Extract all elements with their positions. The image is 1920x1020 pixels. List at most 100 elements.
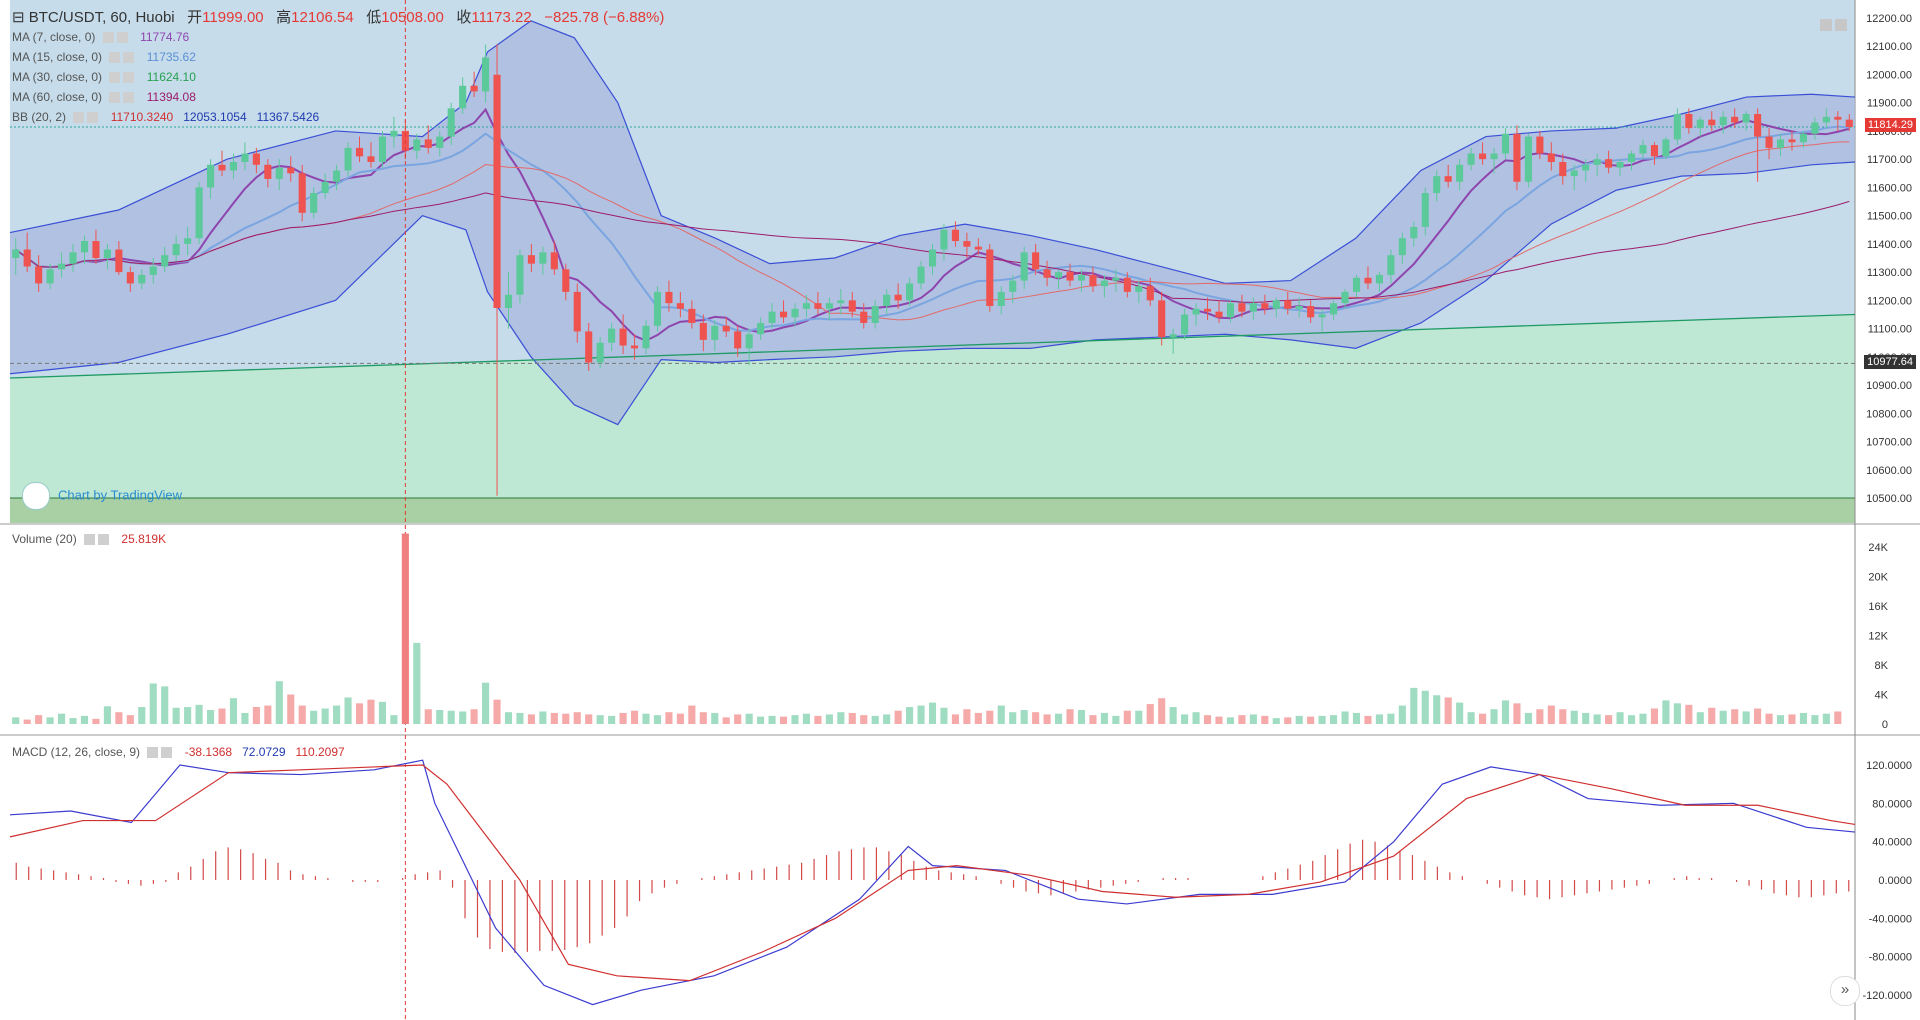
settings-icon[interactable] — [73, 112, 85, 124]
candle-body — [470, 85, 478, 92]
close-icon[interactable] — [123, 92, 135, 104]
collapse-icon[interactable]: ⊟ — [12, 9, 25, 26]
volume-bar — [1719, 710, 1727, 724]
open-label: 开 — [187, 9, 203, 26]
candle-body — [298, 173, 306, 213]
ma7-legend[interactable]: MA (7, close, 0) 11774.76 — [12, 30, 189, 44]
candle-body — [1284, 300, 1292, 309]
candle-body — [871, 306, 879, 323]
pane-controls[interactable] — [1820, 18, 1850, 36]
candle-body — [986, 249, 994, 306]
volume-bar — [46, 717, 54, 724]
settings-icon[interactable] — [102, 32, 114, 44]
macd-legend[interactable]: MACD (12, 26, close, 9) -38.1368 72.0729… — [12, 745, 345, 759]
volume-bar — [1066, 709, 1074, 724]
volume-bar — [665, 712, 673, 724]
volume-axis-label: 24K — [1868, 542, 1888, 554]
volume-bar — [860, 715, 868, 724]
candle-body — [630, 345, 639, 349]
candle-body — [550, 252, 558, 270]
close-label: 收 — [456, 9, 472, 26]
volume-bar — [802, 713, 810, 724]
candle-body — [459, 85, 467, 109]
volume-bar — [917, 705, 925, 724]
volume-bar — [1490, 709, 1498, 724]
volume-axis-label: 4K — [1875, 690, 1889, 702]
volume-name: Volume (20) — [12, 532, 77, 546]
candle-body — [1834, 116, 1842, 120]
bollinger-upper-line — [9, 20, 1856, 285]
close-icon[interactable] — [116, 32, 128, 44]
close-icon[interactable] — [123, 52, 135, 64]
volume-bar — [940, 707, 948, 724]
candle-body — [1685, 114, 1693, 129]
ma60-legend[interactable]: MA (60, close, 0) 11394.08 — [12, 90, 196, 104]
close-icon[interactable] — [123, 72, 135, 84]
change-value: −825.78 (−6.88%) — [544, 9, 665, 26]
candle-body — [424, 139, 432, 148]
volume-bar — [699, 712, 707, 724]
price-axis-label: 10700.00 — [1866, 437, 1912, 449]
volume-bar — [1295, 715, 1303, 724]
volume-bar — [1627, 715, 1636, 724]
bb-legend[interactable]: BB (20, 2) 11710.3240 12053.1054 11367.5… — [12, 110, 319, 124]
volume-bar — [1192, 712, 1200, 724]
volume-bar — [1776, 715, 1785, 724]
candle-body — [35, 266, 43, 284]
volume-legend[interactable]: Volume (20) 25.819K — [12, 532, 166, 546]
volume-bar — [138, 707, 146, 724]
candle-body — [791, 308, 799, 318]
candle-body — [1272, 300, 1280, 309]
volume-bar — [1513, 703, 1521, 724]
ma15-legend[interactable]: MA (15, close, 0) 11735.62 — [12, 50, 196, 64]
settings-icon[interactable] — [109, 72, 121, 84]
volume-axis-label: 12K — [1868, 631, 1888, 643]
volume-bar — [951, 714, 959, 724]
candle-body — [516, 255, 524, 295]
pane-up-icon[interactable] — [1820, 19, 1832, 31]
volume-bar — [1650, 708, 1659, 724]
close-icon[interactable] — [98, 534, 110, 546]
volume-bar — [1352, 712, 1361, 724]
volume-bar — [734, 714, 742, 724]
scroll-to-realtime-button[interactable]: » — [1830, 976, 1860, 1006]
candle-body — [1226, 303, 1235, 318]
volume-bar — [1501, 700, 1510, 724]
pane-maximize-icon[interactable] — [1835, 19, 1847, 31]
candle-body — [378, 136, 386, 162]
ma7-value: 11774.76 — [140, 30, 190, 44]
bb-name: BB (20, 2) — [12, 110, 67, 124]
candle-body — [1043, 269, 1051, 278]
candle-body — [676, 303, 684, 309]
settings-icon[interactable] — [147, 747, 159, 759]
volume-bar — [837, 712, 845, 724]
candle-body — [1799, 133, 1807, 143]
settings-icon[interactable] — [109, 92, 121, 104]
volume-bar — [1055, 713, 1063, 724]
macd-line-value: 72.0729 — [242, 745, 286, 759]
ma30-legend[interactable]: MA (30, close, 0) 11624.10 — [12, 70, 196, 84]
volume-bar — [963, 709, 971, 724]
candle-body — [1490, 153, 1498, 160]
candle-body — [745, 334, 753, 349]
close-icon[interactable] — [161, 747, 173, 759]
candle-body — [436, 136, 444, 148]
price-axis-label: 11700.00 — [1867, 154, 1912, 166]
volume-bar — [1330, 715, 1338, 724]
settings-icon[interactable] — [109, 52, 121, 64]
volume-bar — [1639, 713, 1647, 724]
candle-body — [825, 303, 833, 309]
tradingview-watermark[interactable]: Chart by TradingView — [22, 482, 182, 510]
candle-body — [1605, 159, 1613, 168]
volume-bar — [906, 707, 914, 724]
volume-bar — [504, 712, 513, 724]
candle-body — [1639, 145, 1647, 154]
candle-body — [115, 249, 123, 273]
close-icon[interactable] — [87, 112, 99, 124]
volume-bar — [161, 686, 169, 724]
candle-body — [1513, 133, 1521, 182]
candle-body — [138, 274, 146, 284]
candle-body — [951, 229, 959, 242]
settings-icon[interactable] — [84, 534, 96, 546]
